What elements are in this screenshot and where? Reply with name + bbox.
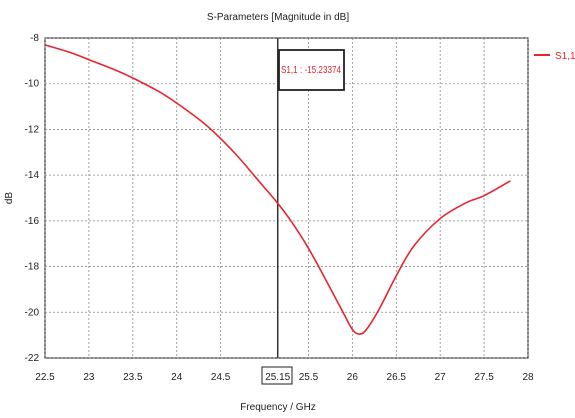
marker-readout-box[interactable] [278,49,345,91]
y-tick-label: -8 [30,33,39,44]
legend-label-s11: S1,1 [555,51,575,62]
y-tick-label: -12 [25,124,40,135]
x-tick-label: 23.5 [123,372,143,383]
x-tick-label: 26.5 [387,372,407,383]
y-tick-label: -14 [25,170,40,181]
x-tick-label: 27 [435,372,447,383]
marker-readout-text: S1,1 : -15.23374 [281,65,341,76]
y-tick-label: -22 [25,353,40,364]
y-tick-label: -18 [25,262,40,273]
y-tick-label: -16 [25,216,40,227]
chart-title: S-Parameters [Magnitude in dB] [207,12,350,23]
x-axis-tick-labels: 22.5 23 23.5 24 24.5 25.15 25.5 26 26.5 27 27.5 28 [35,372,534,383]
x-tick-label: 25.15 [265,372,290,383]
x-tick-label: 24 [171,372,183,383]
legend: S1,1 [534,51,575,62]
x-tick-label: 28 [522,372,534,383]
x-tick-label: 26 [347,372,359,383]
x-tick-label: 22.5 [35,372,55,383]
x-tick-label: 23 [83,372,95,383]
y-axis-tick-labels: -8 -10 -12 -14 -16 -18 -20 -22 [25,33,40,364]
marker-x-tick-box [261,366,293,385]
y-tick-label: -20 [25,307,40,318]
y-tick-label: -10 [25,79,40,90]
series-line-s11 [44,44,511,335]
x-tick-label: 24.5 [211,372,231,383]
y-axis-title: dB [4,192,15,205]
x-axis-title: Frequency / GHz [240,402,316,413]
x-tick-label: 25.5 [299,372,319,383]
x-tick-label: 27.5 [474,372,494,383]
